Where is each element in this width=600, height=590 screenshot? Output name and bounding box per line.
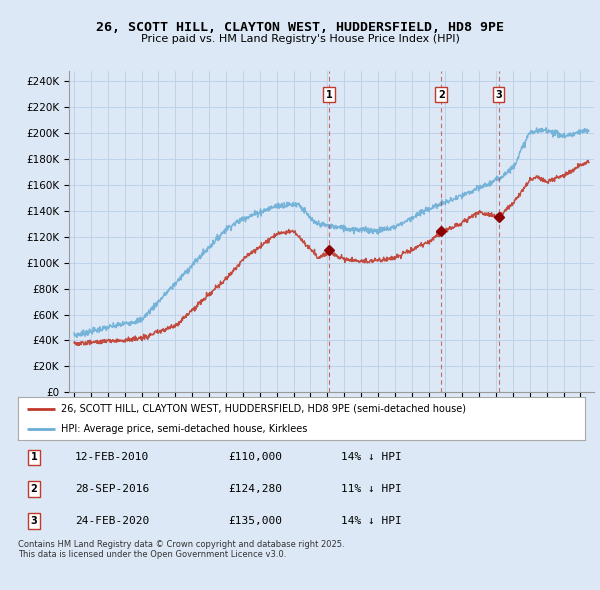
Text: £110,000: £110,000	[228, 453, 282, 462]
Text: 2: 2	[31, 484, 37, 494]
Text: HPI: Average price, semi-detached house, Kirklees: HPI: Average price, semi-detached house,…	[61, 424, 307, 434]
Text: 12-FEB-2010: 12-FEB-2010	[75, 453, 149, 462]
Text: 2: 2	[438, 90, 445, 100]
Text: 3: 3	[31, 516, 37, 526]
Text: 14% ↓ HPI: 14% ↓ HPI	[341, 516, 402, 526]
Text: 11% ↓ HPI: 11% ↓ HPI	[341, 484, 402, 494]
Text: Contains HM Land Registry data © Crown copyright and database right 2025.
This d: Contains HM Land Registry data © Crown c…	[18, 540, 344, 559]
Text: 28-SEP-2016: 28-SEP-2016	[75, 484, 149, 494]
Text: £124,280: £124,280	[228, 484, 282, 494]
Text: £135,000: £135,000	[228, 516, 282, 526]
Text: 3: 3	[495, 90, 502, 100]
Text: 24-FEB-2020: 24-FEB-2020	[75, 516, 149, 526]
Text: 1: 1	[326, 90, 332, 100]
Text: 1: 1	[31, 453, 37, 462]
Text: 26, SCOTT HILL, CLAYTON WEST, HUDDERSFIELD, HD8 9PE (semi-detached house): 26, SCOTT HILL, CLAYTON WEST, HUDDERSFIE…	[61, 404, 466, 414]
Text: 14% ↓ HPI: 14% ↓ HPI	[341, 453, 402, 462]
Text: Price paid vs. HM Land Registry's House Price Index (HPI): Price paid vs. HM Land Registry's House …	[140, 34, 460, 44]
Text: 26, SCOTT HILL, CLAYTON WEST, HUDDERSFIELD, HD8 9PE: 26, SCOTT HILL, CLAYTON WEST, HUDDERSFIE…	[96, 21, 504, 34]
